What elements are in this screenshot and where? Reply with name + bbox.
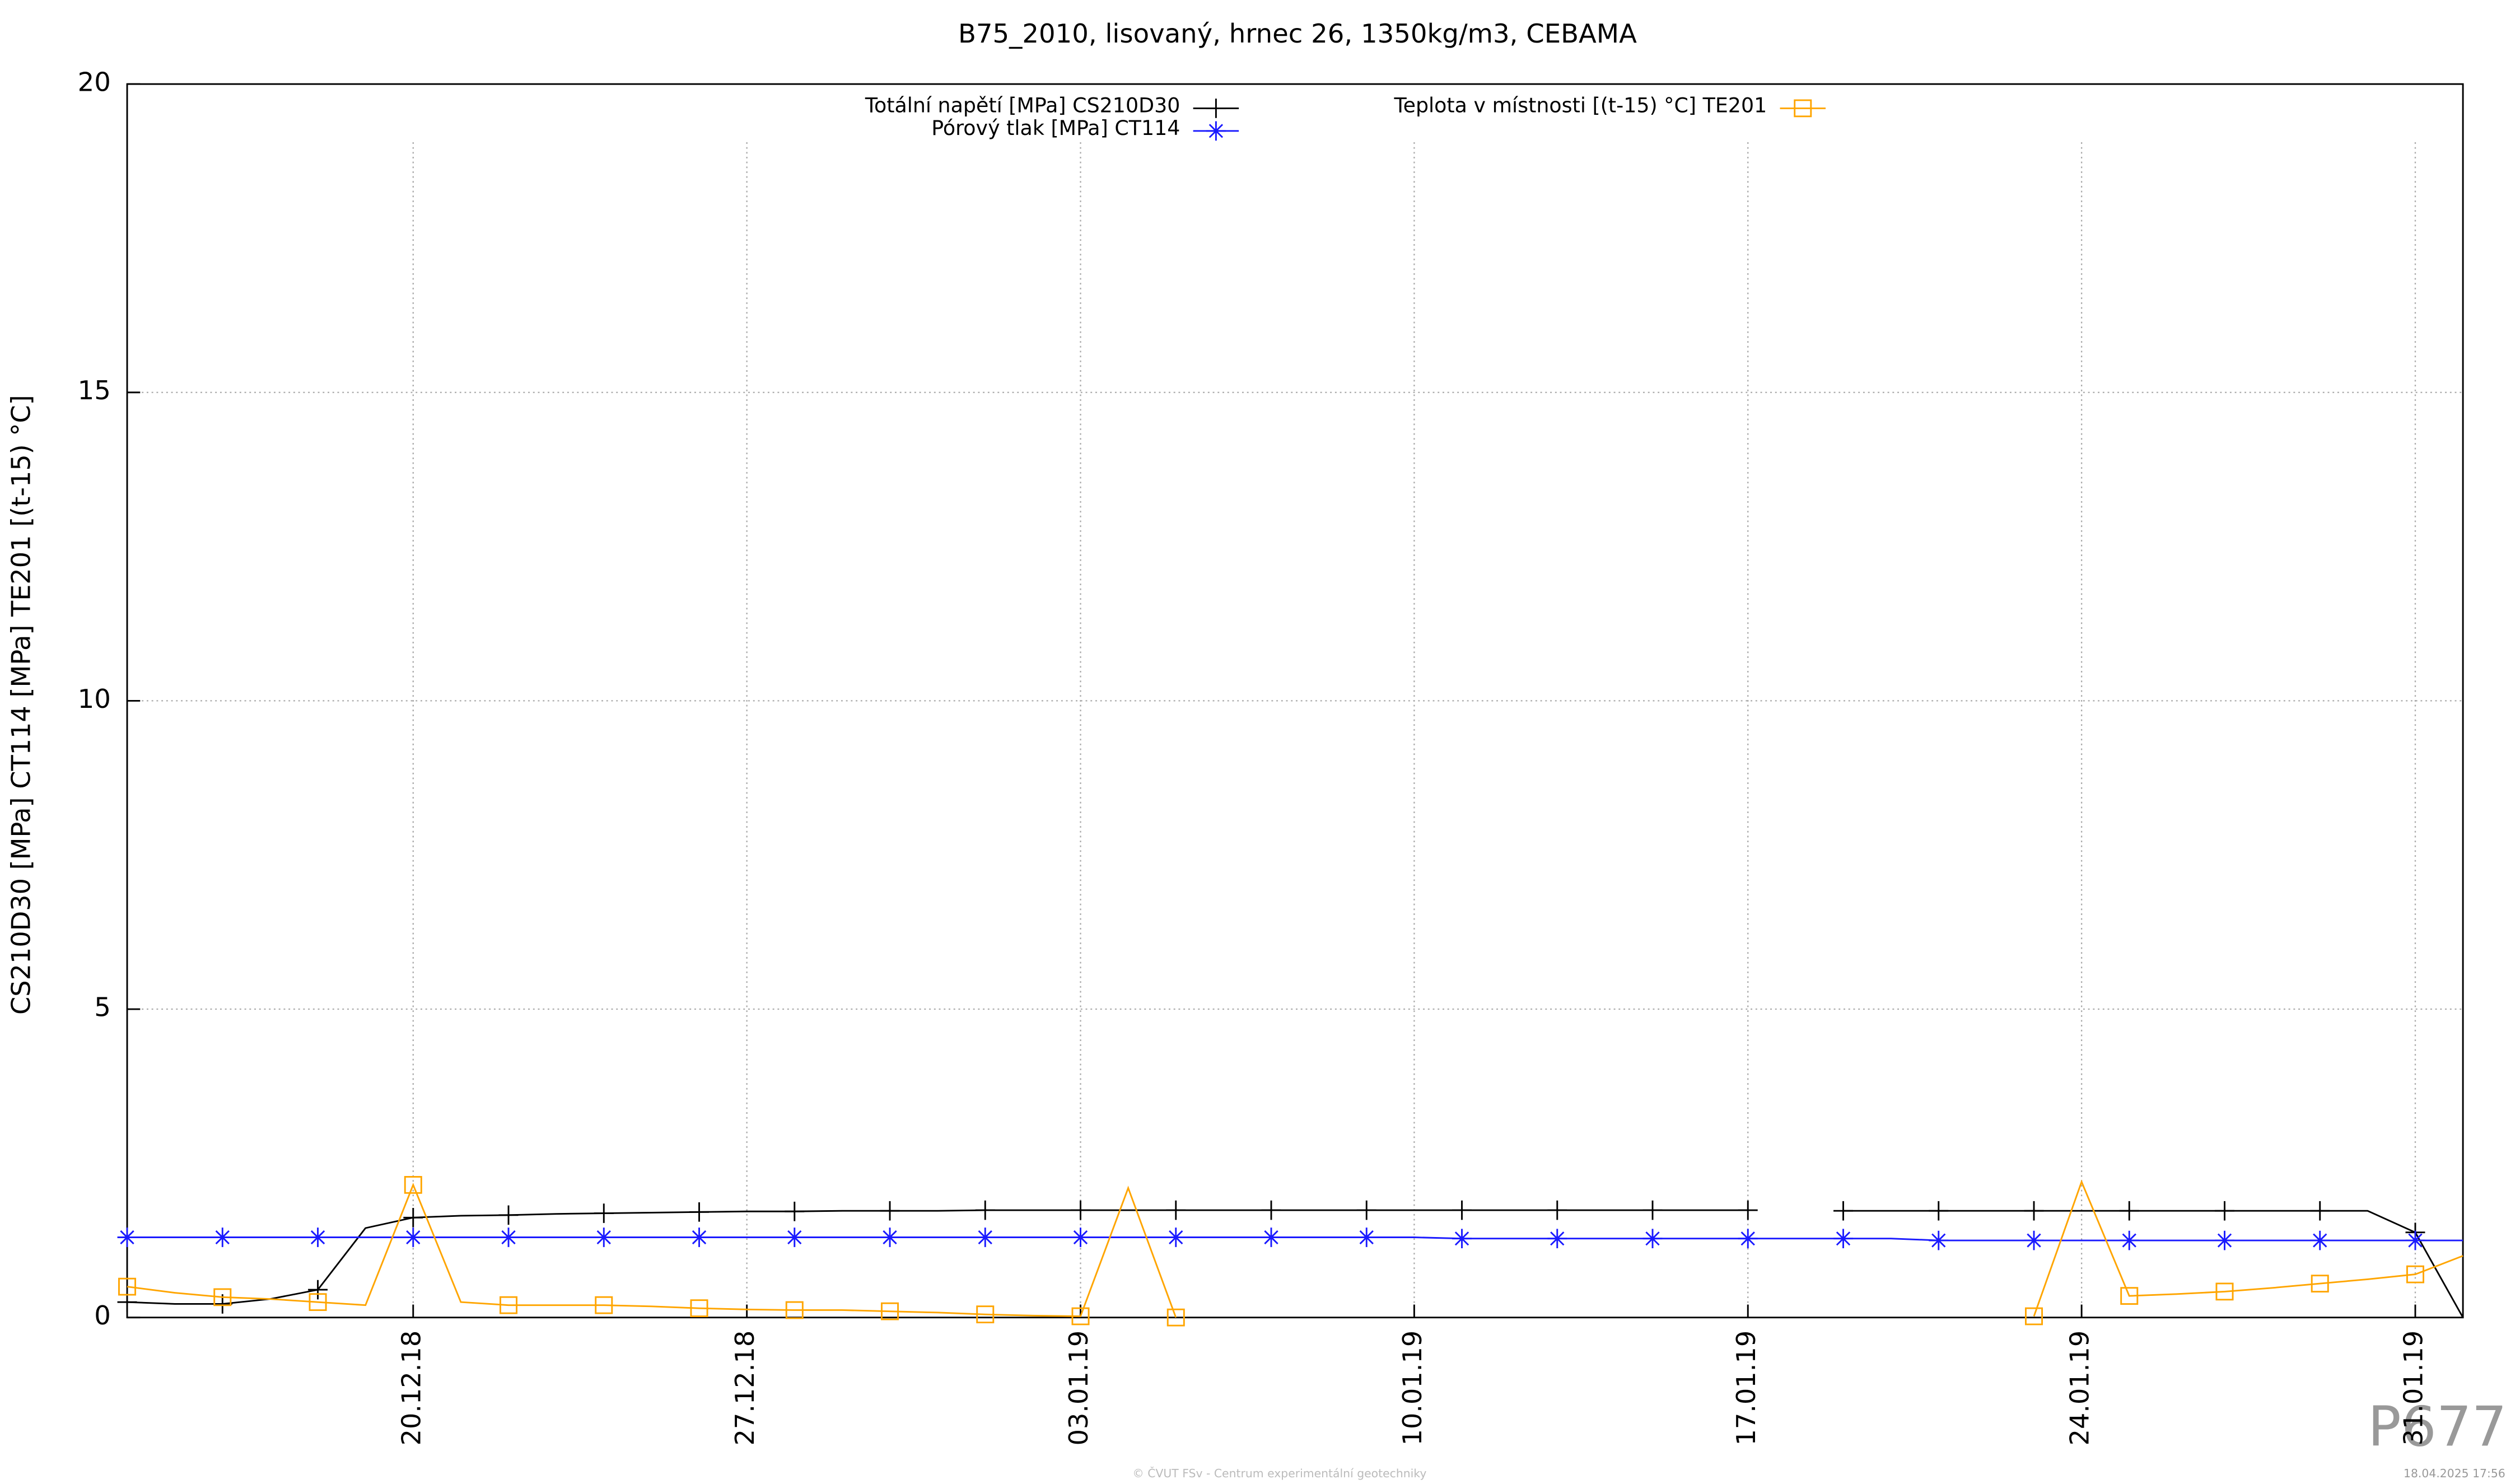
marker [1206,121,1226,141]
marker [2405,1230,2425,1250]
marker [1071,1307,1090,1326]
marker [498,1228,519,1247]
legend-label: Pórový tlak [MPa] CT114 [931,116,1180,140]
marker [881,1302,899,1320]
series-line [127,1209,2464,1318]
marker [498,1205,519,1225]
marker [594,1228,614,1247]
legend-label: Teplota v místnosti [(t-15) °C] TE201 [1394,94,1767,118]
marker [308,1228,328,1247]
x-tick-label: 20.12.18 [396,1331,426,1446]
marker [1452,1229,1472,1249]
marker [117,1292,137,1312]
marker [2406,1265,2425,1284]
marker [785,1301,804,1319]
marker [594,1203,614,1223]
marker [2215,1201,2234,1221]
marker [1261,1200,1281,1220]
marker [2024,1201,2044,1221]
marker [1166,1228,1186,1247]
marker [403,1228,423,1247]
marker [690,1299,708,1318]
x-tick-label: 10.01.19 [1397,1331,1427,1446]
marker [1071,1228,1090,1247]
marker [1452,1200,1472,1220]
y-tick-label: 5 [94,992,111,1023]
marker [1833,1201,1853,1221]
y-tick-label: 0 [94,1300,111,1331]
marker [1738,1200,1758,1220]
marker [1833,1229,1853,1249]
marker [404,1176,422,1194]
marker [1547,1229,1567,1249]
marker [975,1200,995,1220]
marker [2024,1230,2044,1250]
marker [212,1228,232,1247]
marker [1794,99,1812,118]
marker [785,1201,805,1221]
marker [1166,1200,1186,1220]
marker [1166,1308,1185,1327]
x-tick-label: 31.01.19 [2398,1331,2428,1446]
marker [1642,1200,1663,1220]
marker [309,1293,327,1312]
marker [500,1296,518,1314]
marker [880,1201,900,1221]
legend-label: Totální napětí [MPa] CS210D30 [865,94,1180,118]
marker [2215,1230,2234,1250]
marker [1206,99,1226,118]
marker [1929,1201,1949,1221]
marker [2120,1287,2139,1305]
marker [1642,1229,1663,1249]
x-tick-label: 27.12.18 [730,1331,760,1446]
marker [1356,1228,1376,1247]
x-tick-label: 17.01.19 [1731,1331,1761,1446]
chart-title: B75_2010, lisovaný, hrnec 26, 1350kg/m3,… [958,18,1637,49]
x-tick-label: 24.01.19 [2065,1331,2095,1446]
series-line [127,1236,2463,1242]
marker [1547,1200,1567,1220]
marker [785,1228,805,1247]
marker [1261,1228,1281,1247]
plot-frame [126,83,2464,1319]
y-axis-label: CS210D30 [MPa] CT114 [MPa] TE201 [(t-15)… [6,395,36,1015]
marker [975,1228,995,1247]
marker [689,1228,709,1247]
marker [1929,1230,1949,1250]
marker [213,1288,232,1306]
marker [689,1202,709,1222]
x-tick-label: 03.01.19 [1063,1331,1094,1446]
code-label: P677 [2368,1396,2507,1459]
timestamp: 18.04.2025 17:56 [2404,1467,2505,1480]
marker [2025,1307,2043,1326]
y-tick-label: 10 [78,684,111,714]
marker [2311,1275,2329,1292]
marker [118,1277,137,1296]
marker [976,1305,995,1324]
marker [308,1280,328,1300]
y-tick-label: 15 [78,375,111,405]
marker [117,1228,137,1247]
marker [2119,1201,2139,1221]
marker [1071,1200,1090,1220]
footer: © ČVUT FSv - Centrum experimentální geot… [1132,1467,1426,1480]
marker [403,1207,423,1228]
marker [880,1228,900,1247]
marker [2215,1282,2234,1301]
marker [2119,1230,2139,1250]
marker [595,1296,613,1314]
y-tick-label: 20 [78,67,111,97]
marker [2310,1230,2330,1250]
series-line [127,1179,2463,1318]
marker [1738,1229,1758,1249]
marker [2310,1201,2330,1221]
marker [1356,1200,1376,1220]
